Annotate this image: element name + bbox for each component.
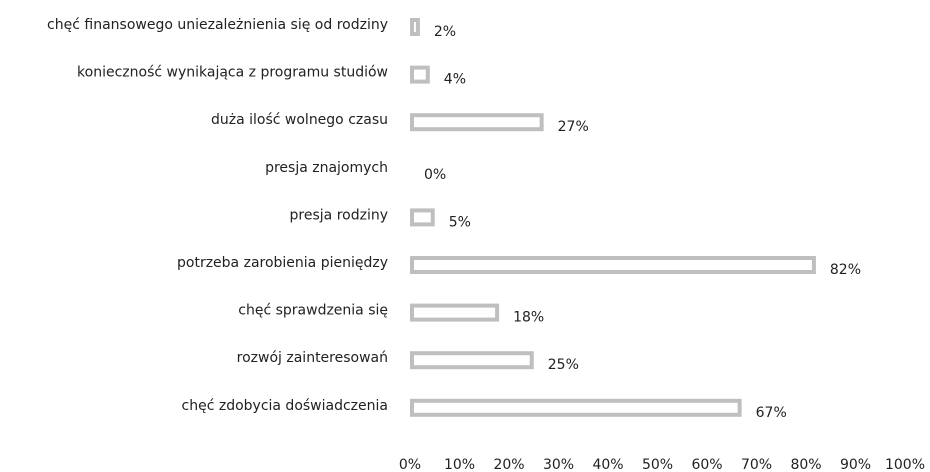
bar — [410, 208, 435, 227]
bar — [410, 18, 420, 36]
x-tick-label: 70% — [741, 457, 772, 472]
value-label: 27% — [558, 119, 589, 135]
value-label: 18% — [513, 310, 544, 326]
bar — [410, 113, 544, 132]
x-tick-label: 90% — [840, 457, 871, 472]
bar — [410, 256, 816, 274]
bar — [410, 303, 500, 322]
x-tick-label: 60% — [691, 457, 722, 472]
value-label: 25% — [548, 357, 579, 373]
x-tick-label: 100% — [885, 457, 925, 472]
value-label: 82% — [830, 262, 861, 278]
category-label: chęć zdobycia doświadczenia — [182, 398, 388, 414]
x-tick-label: 20% — [493, 457, 524, 472]
x-tick-label: 50% — [642, 457, 673, 472]
value-label: 67% — [756, 405, 787, 421]
value-label: 2% — [434, 24, 456, 40]
category-label: chęć finansowego uniezależnienia się od … — [47, 17, 388, 33]
bar — [410, 351, 534, 370]
x-tick-label: 40% — [592, 457, 623, 472]
value-label: 0% — [424, 167, 446, 183]
bar — [410, 65, 430, 84]
x-tick-label: 30% — [543, 457, 574, 472]
x-tick-label: 0% — [399, 457, 421, 472]
category-label: rozwój zainteresowań — [237, 350, 388, 366]
category-label: konieczność wynikająca z programu studió… — [77, 65, 388, 81]
bar — [410, 398, 742, 417]
x-tick-label: 80% — [790, 457, 821, 472]
x-tick-label: 10% — [444, 457, 475, 472]
value-label: 5% — [449, 214, 471, 230]
category-label: presja znajomych — [265, 160, 388, 176]
value-label: 4% — [444, 72, 466, 88]
category-label: presja rodziny — [290, 207, 388, 223]
category-label: duża ilość wolnego czasu — [211, 112, 388, 128]
category-label: potrzeba zarobienia pieniędzy — [177, 255, 388, 271]
category-label: chęć sprawdzenia się — [238, 303, 388, 319]
